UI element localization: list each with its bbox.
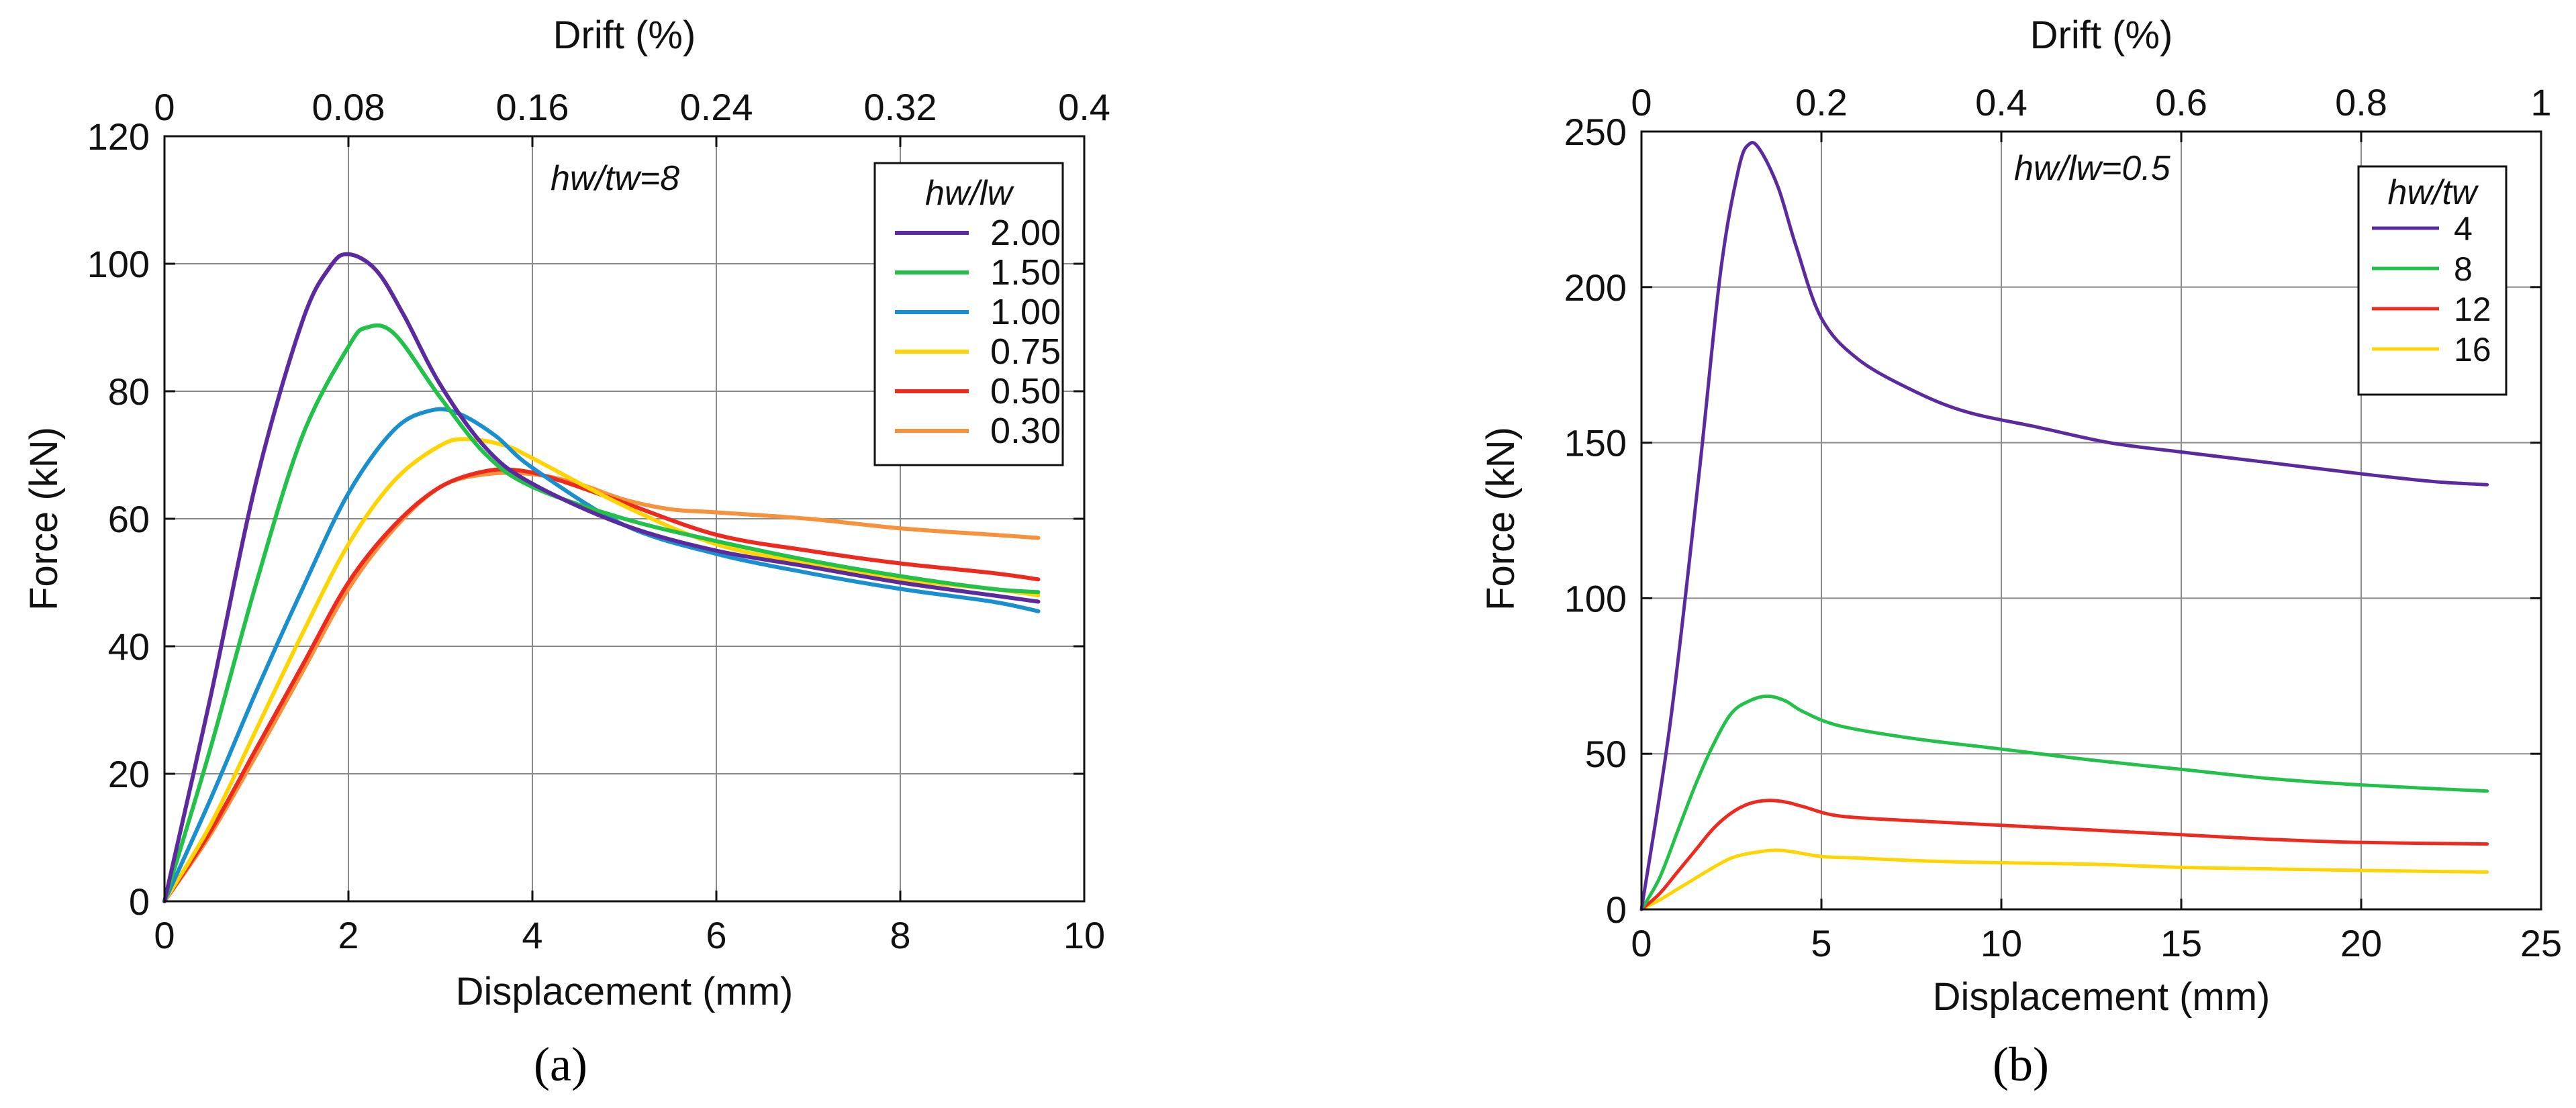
y-tick-label: 0: [1606, 889, 1627, 931]
legend-label-4: 4: [2454, 210, 2473, 248]
x-tick-label: 10: [1981, 922, 2022, 964]
y-tick-label: 100: [87, 243, 150, 285]
x2-tick-label: 0.4: [1975, 81, 2028, 123]
x2-tick-label: 1: [2530, 81, 2551, 123]
x2-tick-label: 0: [154, 86, 175, 128]
x2-tick-label: 0: [1631, 81, 1652, 123]
legend-box-b: [2357, 165, 2508, 396]
legend-label-2.00: 2.00: [990, 213, 1061, 253]
series-line-12: [1639, 799, 2489, 911]
x-axis-label-b: Displacement (mm): [1933, 975, 2271, 1019]
x-tick-label: 25: [2520, 922, 2562, 964]
y-tick-label: 150: [1564, 422, 1627, 464]
series-line-16: [1639, 848, 2489, 911]
series-line-0.30: [162, 470, 1041, 903]
x-tick-label: 5: [1811, 922, 1831, 964]
y-tick-label: 80: [108, 370, 150, 413]
x-tick-label: 10: [1063, 914, 1105, 956]
chart-panel-a: 0 2 4 6 8 100 0.08 0.16 0.24 0.32 0.40204060801001…: [22, 13, 1110, 1091]
series-line-1.50: [162, 323, 1041, 903]
y-tick-label: 20: [108, 753, 150, 795]
y-tick-label: 100: [1564, 577, 1627, 619]
plot-frame-b: [1640, 130, 2542, 911]
x2-tick-label: 0.4: [1058, 86, 1110, 128]
x2-tick-label: 0.32: [864, 86, 937, 128]
y-axis-label-a: Force (kN): [22, 427, 66, 611]
x-tick-label: 8: [890, 914, 910, 956]
annotation-a: hw/tw=8: [551, 159, 679, 198]
panel-label-a: (a): [534, 1038, 587, 1091]
x2-axis-label-a: Drift (%): [553, 13, 696, 57]
y-tick-label: 60: [108, 498, 150, 540]
annotation-b: hw/lw=0.5: [2014, 149, 2171, 188]
x-tick-label: 20: [2340, 922, 2382, 964]
legend-label-12: 12: [2454, 291, 2491, 328]
x2-tick-label: 0.6: [2155, 81, 2207, 123]
x-tick-label: 4: [522, 914, 542, 956]
x-tick-label: 2: [338, 914, 359, 956]
chart-panel-b: 0 5 10 15 20 250 0.2 0.4 0.6 0.8 1050100150200250 …: [1479, 13, 2562, 1091]
legend-label-16: 16: [2454, 331, 2491, 368]
series-line-1.00: [162, 407, 1041, 903]
series-line-4: [1639, 140, 2489, 911]
y-tick-label: 200: [1564, 266, 1627, 309]
x-axis-label-a: Displacement (mm): [456, 970, 794, 1013]
x2-tick-label: 0.2: [1795, 81, 1848, 123]
legend-label-0.75: 0.75: [990, 332, 1061, 372]
legend-label-1.50: 1.50: [990, 252, 1061, 293]
x-tick-label: 15: [2160, 922, 2202, 964]
legend-label-1.00: 1.00: [990, 292, 1061, 332]
y-tick-label: 0: [129, 880, 150, 923]
legend-label-0.30: 0.30: [990, 411, 1061, 451]
series-line-8: [1639, 694, 2489, 911]
y-tick-label: 120: [87, 115, 150, 158]
y-tick-label: 50: [1585, 733, 1627, 775]
y-tick-label: 40: [108, 625, 150, 668]
panel-label-b: (b): [1993, 1038, 2049, 1091]
legend-label-8: 8: [2454, 250, 2473, 288]
x2-tick-label: 0.08: [312, 86, 385, 128]
x-tick-label: 0: [1631, 922, 1652, 964]
series-line-2.00: [162, 252, 1041, 903]
x2-tick-label: 0.24: [680, 86, 753, 128]
x2-tick-label: 0.8: [2335, 81, 2387, 123]
x2-tick-label: 0.16: [496, 86, 569, 128]
x-tick-label: 0: [154, 914, 175, 956]
y-tick-label: 250: [1564, 111, 1627, 153]
series-line-0.75: [162, 437, 1041, 903]
y-axis-label-b: Force (kN): [1479, 427, 1523, 611]
x-tick-label: 6: [706, 914, 726, 956]
legend-label-0.50: 0.50: [990, 371, 1061, 411]
legend-title-a: hw/lw: [925, 174, 1014, 213]
legend-title-b: hw/tw: [2388, 173, 2479, 212]
x2-axis-label-b: Drift (%): [2030, 13, 2173, 57]
